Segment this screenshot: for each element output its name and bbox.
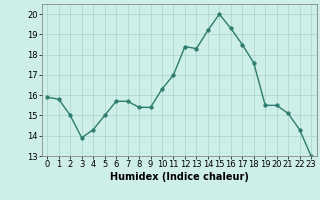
X-axis label: Humidex (Indice chaleur): Humidex (Indice chaleur) — [110, 172, 249, 182]
